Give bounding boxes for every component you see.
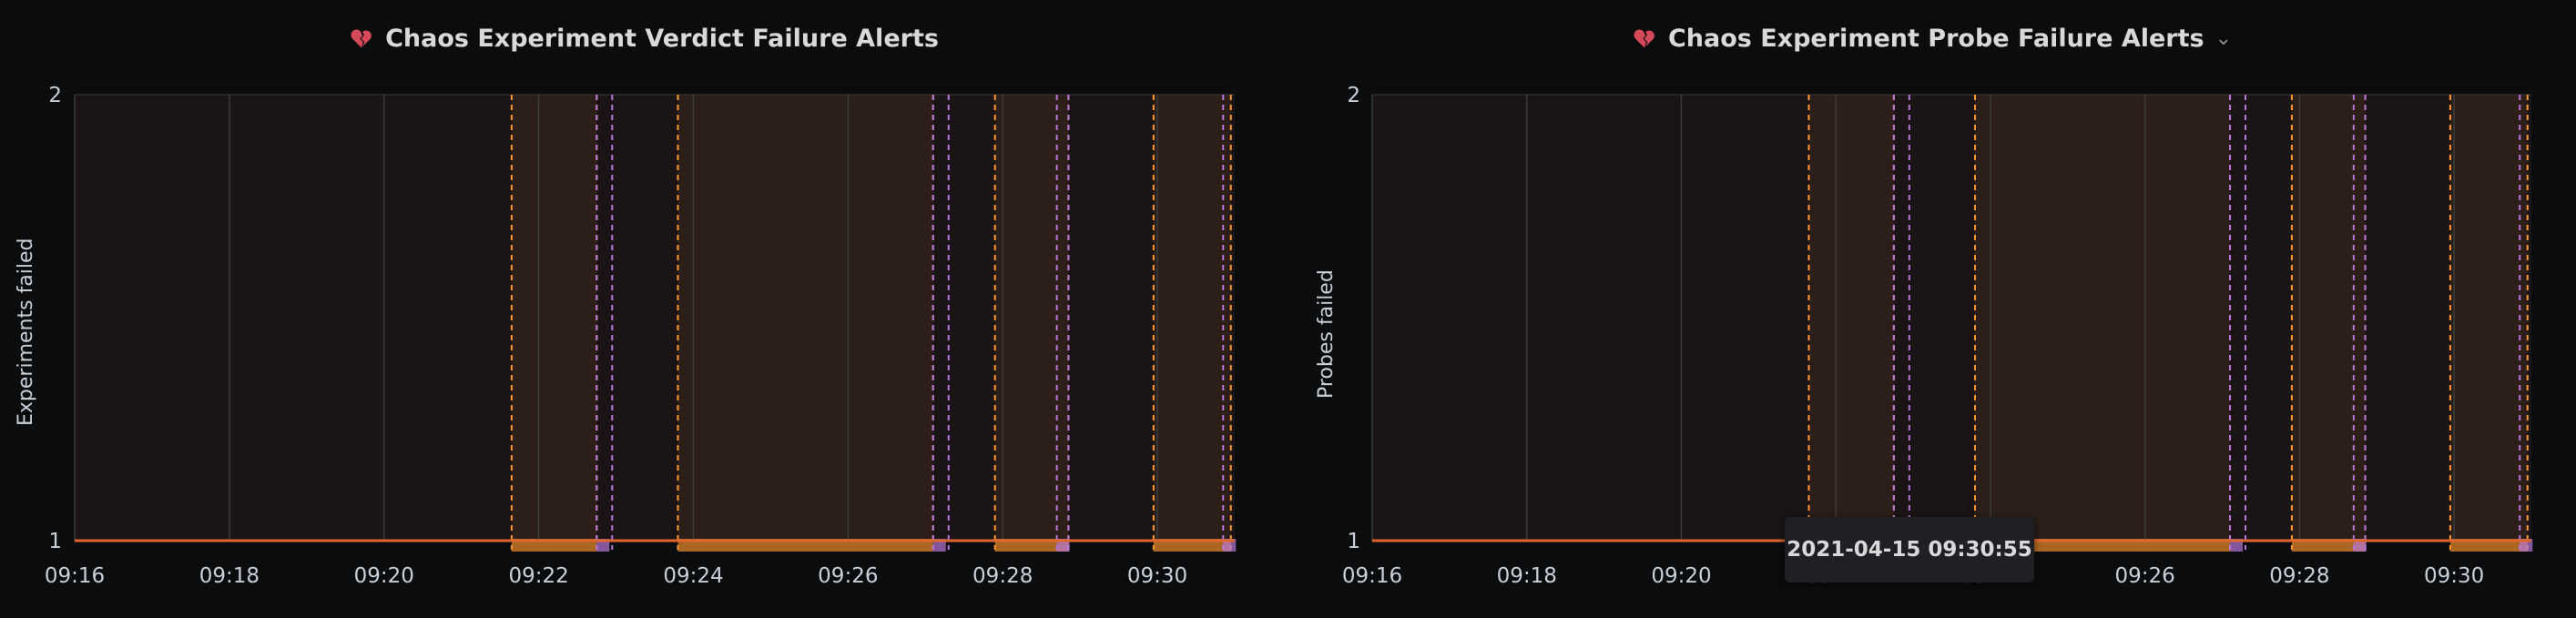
- x-tick-label: 09:30: [1127, 564, 1187, 588]
- panel-header[interactable]: Chaos Experiment Verdict Failure Alerts: [0, 13, 1288, 64]
- x-tick-label: 09:26: [2115, 564, 2175, 588]
- y-tick-label: 2: [1347, 84, 1360, 107]
- verdict-failure-chart[interactable]: 1 2 09:16 09:18 09:20 09:22 09:24 09:26 09:28 09:…: [0, 0, 1288, 618]
- y-tick-label: 1: [1347, 530, 1360, 553]
- x-tick-label: 09:20: [1651, 564, 1711, 588]
- broken-heart-icon: [1634, 29, 1655, 48]
- broken-heart-icon: [351, 29, 372, 48]
- x-tick-label: 09:28: [2269, 564, 2329, 588]
- x-tick-label: 09:16: [45, 564, 105, 588]
- x-tick-label: 09:26: [818, 564, 878, 588]
- probe-failure-chart[interactable]: 1209:1609:1809:2009:2209:2409:2609:2809:…: [1288, 0, 2576, 618]
- panel-title: Chaos Experiment Verdict Failure Alerts: [385, 24, 939, 53]
- x-tick-label: 09:24: [663, 564, 723, 588]
- probe-failure-panel: Chaos Experiment Probe Failure Alerts ⌄ …: [1288, 0, 2576, 618]
- time-tooltip: 2021-04-15 09:30:55: [1785, 517, 2034, 583]
- x-tick-label: 09:18: [199, 564, 260, 588]
- alert-region: [677, 95, 933, 541]
- x-tick-label: 09:30: [2424, 564, 2484, 588]
- plot-area: [75, 95, 1235, 541]
- chevron-down-icon[interactable]: ⌄: [2215, 26, 2233, 50]
- alert-region: [2449, 95, 2528, 541]
- y-tick-label: 2: [48, 84, 62, 107]
- y-tick-label: 1: [48, 530, 62, 553]
- plot-area: [1372, 95, 2531, 541]
- alert-region: [511, 95, 597, 541]
- x-tick-label: 09:20: [354, 564, 414, 588]
- alert-region: [1153, 95, 1231, 541]
- x-tick-label: 09:16: [1342, 564, 1402, 588]
- x-tick-label: 09:22: [508, 564, 568, 588]
- verdict-failure-panel: Chaos Experiment Verdict Failure Alerts …: [0, 0, 1288, 618]
- alert-region: [1974, 95, 2231, 541]
- panel-header[interactable]: Chaos Experiment Probe Failure Alerts ⌄: [1288, 13, 2576, 64]
- x-tick-label: 09:28: [972, 564, 1033, 588]
- alert-region: [1808, 95, 1894, 541]
- panel-title: Chaos Experiment Probe Failure Alerts: [1667, 24, 2204, 53]
- x-tick-label: 09:18: [1497, 564, 1557, 588]
